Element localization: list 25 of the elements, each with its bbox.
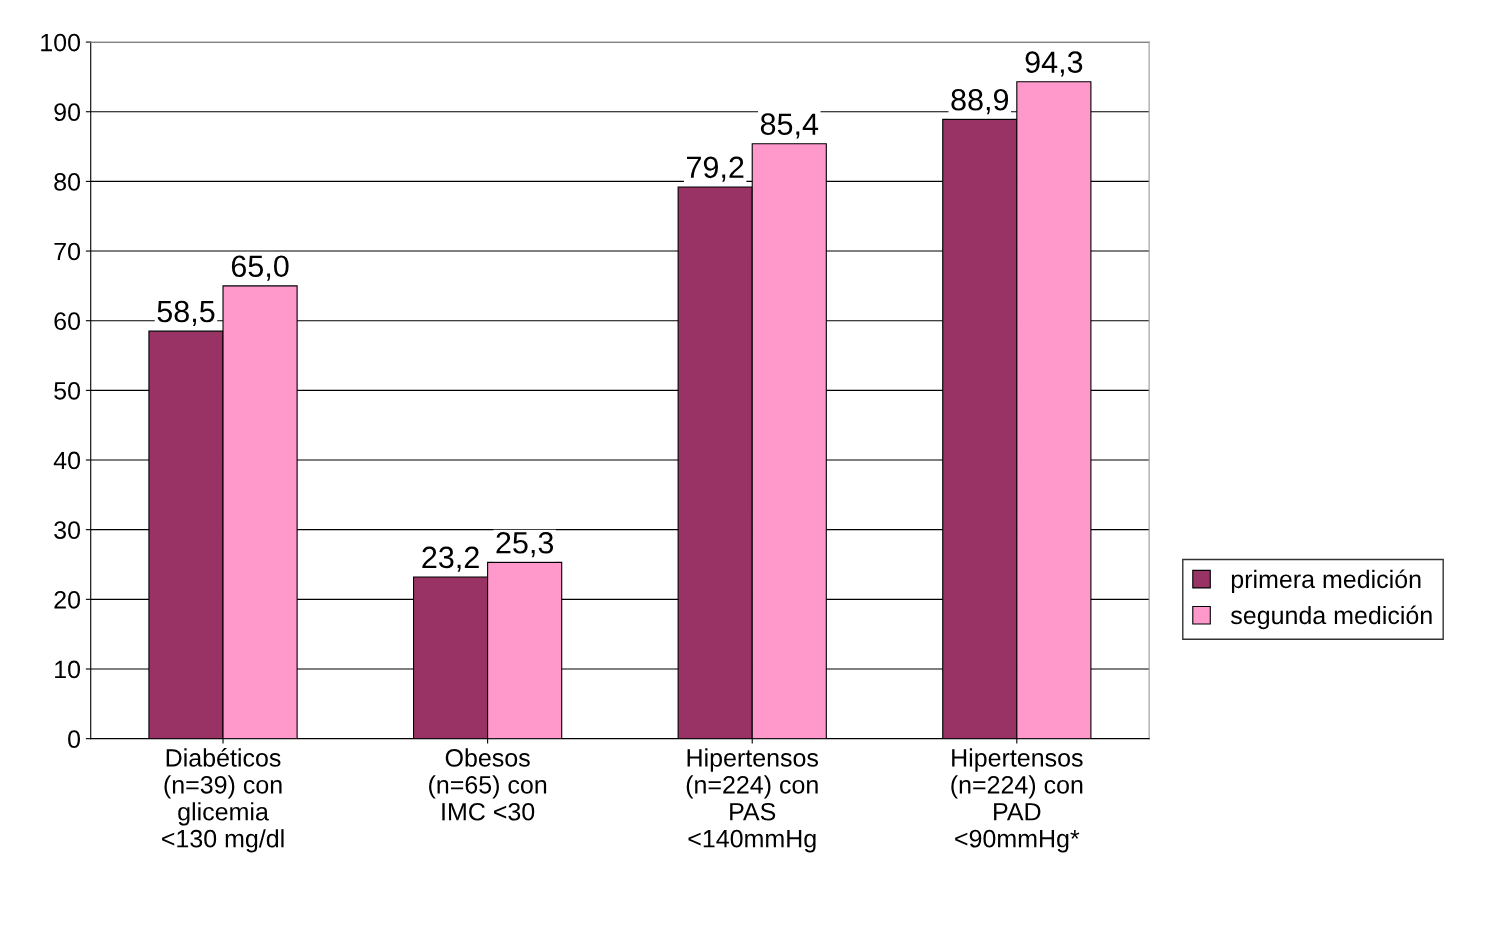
data-label: 94,3 — [1025, 51, 1083, 77]
y-tick-label: 20 — [54, 590, 81, 609]
legend-label: segunda medición — [1230, 605, 1432, 630]
x-tick-label: Hipertensos (n=224) con PAS <140mmHg — [686, 748, 819, 853]
y-tick-label: 60 — [54, 312, 81, 331]
y-tick-label: 90 — [54, 103, 81, 122]
data-label: 65,0 — [231, 255, 289, 281]
data-label: 25,3 — [496, 531, 554, 558]
data-label: 88,9 — [951, 88, 1009, 115]
x-tick-label: Diabéticos (n=39) con glicemia <130 mg/dl — [162, 748, 284, 853]
data-label: 58,5 — [157, 300, 215, 326]
x-tick-label: Hipertensos (n=224) con PAD <90mmHg* — [951, 748, 1083, 853]
y-tick-label: 0 — [68, 730, 81, 748]
legend-label: primera medición — [1231, 569, 1421, 594]
y-tick-label: 10 — [55, 660, 81, 679]
y-tick-label: 50 — [54, 381, 81, 400]
y-tick-label: 70 — [54, 242, 81, 261]
y-tick-label: 40 — [53, 451, 81, 470]
data-label: 85,4 — [760, 113, 819, 139]
data-label: 79,2 — [687, 156, 744, 182]
y-tick-label: 80 — [54, 172, 81, 191]
x-tick-label: Obesos (n=65) con IMC <30 — [429, 748, 547, 821]
y-tick-label: 30 — [54, 521, 81, 539]
y-tick-label: 100 — [41, 33, 81, 52]
data-label: 23,2 — [422, 546, 479, 572]
